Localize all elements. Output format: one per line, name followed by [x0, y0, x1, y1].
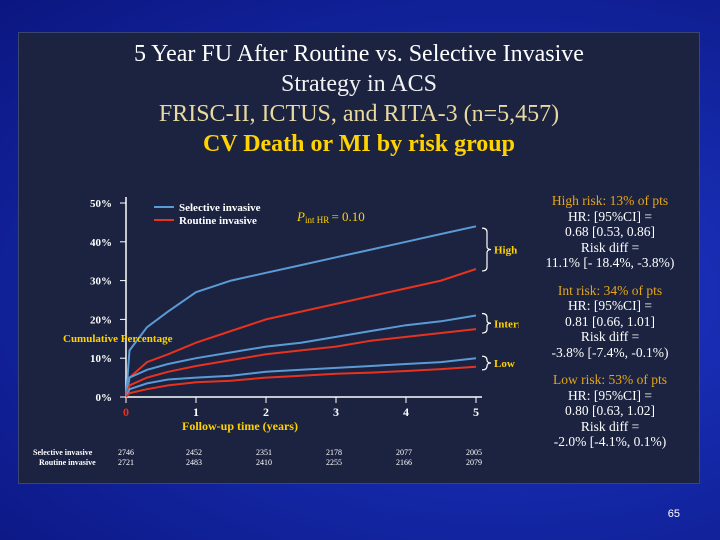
risk-table-cell: 2077	[396, 448, 412, 457]
x-tick-label: 2	[263, 405, 269, 419]
group-label-low: Low	[494, 358, 515, 370]
group-label-intermediate: Intermediate	[494, 318, 519, 330]
series-line-low-selective	[125, 357, 477, 398]
int-risk-line: -3.8% [-7.4%, -0.1%)	[551, 344, 669, 360]
risk-table-cell: 2166	[396, 458, 412, 467]
low-risk-line: -2.0% [-4.1%, 0.1%)	[553, 434, 667, 449]
high-risk-block: High risk: 13% of pts HR: [95%CI] = 0.68…	[521, 193, 699, 271]
page-number: 65	[667, 508, 680, 520]
y-axis-label: Cumulative Percentage	[63, 333, 173, 345]
series-line-low-routine	[125, 365, 477, 398]
x-tick-label: 1	[193, 405, 199, 419]
low-risk-line: 0.80 [0.63, 1.02]	[565, 403, 655, 418]
int-risk-block: Int risk: 34% of pts HR: [95%CI] = 0.81 …	[521, 283, 699, 361]
slide-title: 5 Year FU After Routine vs. Selective In…	[19, 39, 699, 159]
low-risk-heading: Low risk: 53% of pts	[553, 372, 667, 387]
y-tick-label: 20%	[90, 314, 112, 326]
title-line-2: Strategy in ACS	[280, 71, 437, 97]
risk-table-cell: 2452	[186, 448, 202, 457]
x-axis-label: Follow-up time (years)	[182, 419, 298, 433]
int-risk-heading: Int risk: 34% of pts	[557, 282, 663, 298]
series-line-high-selective	[125, 225, 477, 398]
survival-chart: 0% 10% 20% 30% 40% 50% 0 1 2 3 4 5 Follow-up time (y…	[33, 197, 519, 467]
high-risk-line: 11.1% [- 18.4%, -3.8%)	[545, 255, 675, 270]
y-tick-label: 50%	[90, 198, 112, 210]
risk-table-cell: 2746	[118, 448, 134, 457]
high-risk-line: Risk diff =	[580, 239, 640, 255]
series-line-high-routine	[125, 268, 477, 398]
legend-label-routine: Routine invasive	[179, 215, 257, 227]
x-tick-label: 0	[123, 405, 129, 419]
title-line-1: 5 Year FU After Routine vs. Selective In…	[134, 41, 584, 67]
y-tick-label: 40%	[90, 237, 112, 249]
y-tick-label: 30%	[90, 276, 112, 288]
title-line-3: FRISC-II, ICTUS, and RITA-3 (n=5,457)	[158, 101, 560, 127]
risk-table-cell: 2410	[256, 458, 272, 467]
x-tick-label: 3	[333, 405, 339, 419]
risk-annotations: High risk: 13% of pts HR: [95%CI] = 0.68…	[521, 193, 699, 450]
low-risk-line: HR: [95%CI] =	[567, 387, 653, 403]
slide-panel: 5 Year FU After Routine vs. Selective In…	[18, 32, 700, 484]
group-brace	[481, 355, 492, 371]
risk-table-cell: 2079	[466, 458, 482, 467]
risk-table-cell: 2178	[326, 448, 342, 457]
int-risk-line: 0.81 [0.66, 1.01]	[565, 313, 655, 329]
int-risk-line: HR: [95%CI] =	[567, 298, 653, 313]
x-tick-label: 5	[473, 405, 479, 419]
p-value-label: Pint HR = 0.10	[296, 209, 365, 225]
risk-table-row-label: Routine invasive	[39, 458, 96, 467]
high-risk-line: 0.68 [0.53, 0.86]	[565, 224, 655, 239]
group-brace	[481, 312, 492, 334]
risk-table-cell: 2351	[256, 448, 272, 457]
risk-table-cell: 2005	[466, 448, 482, 457]
group-label-high: High	[494, 245, 517, 257]
low-risk-line: Risk diff =	[580, 418, 640, 434]
x-tick-label: 4	[403, 405, 409, 419]
y-tick-label: 0%	[96, 392, 113, 404]
y-tick-label: 10%	[90, 353, 112, 365]
series-line-intermediate-selective	[125, 314, 477, 398]
risk-table-cell: 2483	[186, 458, 202, 467]
low-risk-block: Low risk: 53% of pts HR: [95%CI] = 0.80 …	[521, 372, 699, 450]
high-risk-line: HR: [95%CI] =	[567, 208, 653, 224]
risk-table-row-label: Selective invasive	[33, 448, 93, 457]
int-risk-line: Risk diff =	[580, 329, 640, 344]
risk-table-cell: 2255	[326, 458, 342, 467]
group-brace	[481, 227, 492, 272]
risk-table-cell: 2721	[118, 458, 134, 467]
high-risk-heading: High risk: 13% of pts	[551, 193, 669, 208]
title-line-4: CV Death or MI by risk group	[202, 131, 516, 157]
legend-label-selective: Selective invasive	[179, 202, 261, 214]
series-line-intermediate-routine	[125, 328, 477, 398]
